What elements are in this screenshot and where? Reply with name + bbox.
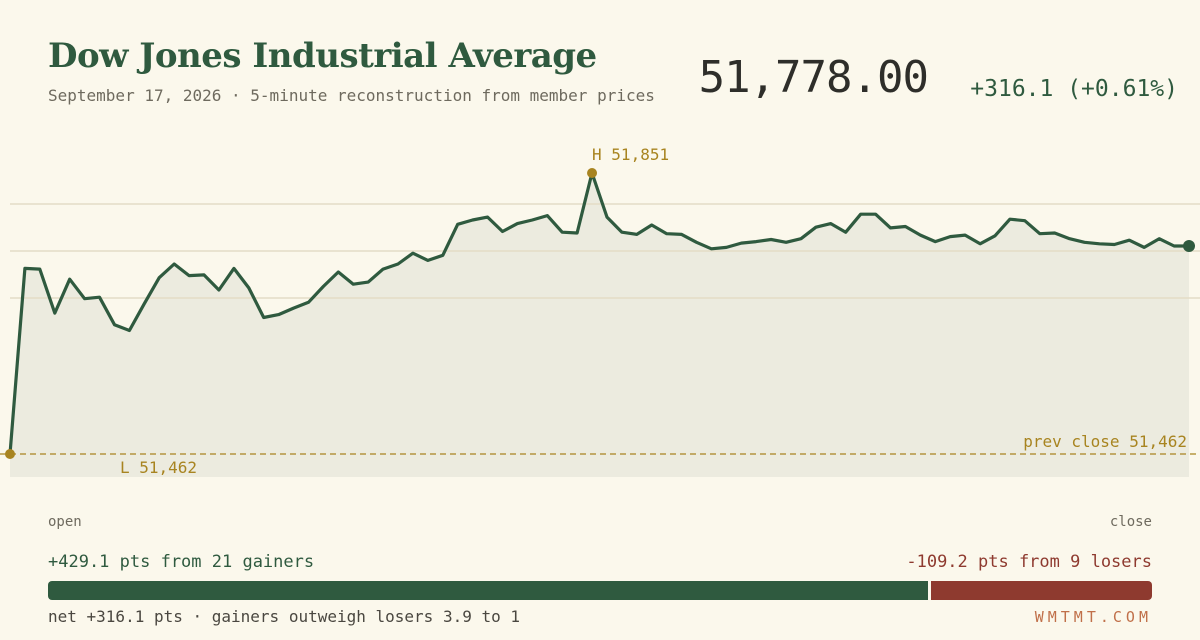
chart-subtitle: September 17, 2026 · 5-minute reconstruc… [48, 86, 655, 105]
losers-bar-segment [931, 581, 1152, 600]
prev-close-label: prev close 51,462 [1023, 432, 1187, 451]
low-marker [5, 449, 15, 459]
area-fill [10, 173, 1189, 477]
gainers-bar-segment [48, 581, 928, 600]
losers-summary: -109.2 pts from 9 losers [906, 552, 1152, 572]
price-change: +316.1 (+0.61%) [970, 76, 1178, 102]
chart-title: Dow Jones Industrial Average [48, 36, 597, 76]
current-price: 51,778.00 [698, 52, 929, 103]
intraday-line-chart: prev close 51,462 H 51,851 L 51,462 [0, 145, 1200, 477]
brand-watermark: WMTMT.COM [1034, 608, 1152, 626]
low-label: L 51,462 [120, 458, 197, 477]
high-marker [587, 168, 598, 178]
net-summary: net +316.1 pts · gainers outweigh losers… [48, 607, 521, 626]
high-label: H 51,851 [592, 145, 669, 164]
price-line [8, 171, 1191, 456]
gainers-summary: +429.1 pts from 21 gainers [48, 552, 315, 572]
breadth-bar [48, 581, 1152, 600]
x-end-label: close [1109, 514, 1152, 530]
last-price-marker [1183, 239, 1195, 252]
x-start-label: open [48, 514, 82, 530]
